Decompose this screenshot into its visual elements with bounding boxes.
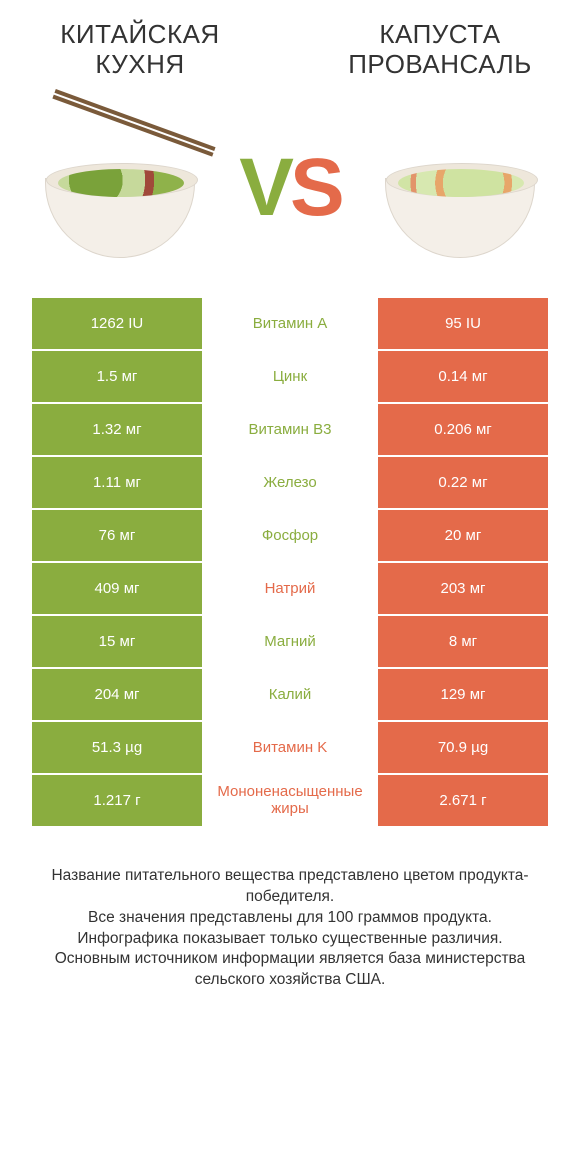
right-value: 95 IU xyxy=(378,298,548,349)
nutrient-label: Магний xyxy=(202,616,378,667)
nutrient-label: Калий xyxy=(202,669,378,720)
right-food-title: КАПУСТА ПРОВАНСАЛЬ xyxy=(330,20,550,80)
left-value: 409 мг xyxy=(32,563,202,614)
nutrient-row: 1.217 гМононенасыщенные жиры2.671 г xyxy=(32,775,548,826)
nutrient-label: Железо xyxy=(202,457,378,508)
nutrient-row: 1.11 мгЖелезо0.22 мг xyxy=(32,457,548,508)
nutrient-label: Фосфор xyxy=(202,510,378,561)
footer-line: Основным источником информации является … xyxy=(30,949,550,991)
left-value: 51.3 µg xyxy=(32,722,202,773)
right-value: 8 мг xyxy=(378,616,548,667)
nutrient-row: 204 мгКалий129 мг xyxy=(32,669,548,720)
nutrient-table: 1262 IUВитамин A95 IU1.5 мгЦинк0.14 мг1.… xyxy=(32,298,548,826)
vs-label: VS xyxy=(239,147,340,229)
nutrient-label: Витамин K xyxy=(202,722,378,773)
right-food-image xyxy=(380,108,540,268)
left-value: 1262 IU xyxy=(32,298,202,349)
right-value: 129 мг xyxy=(378,669,548,720)
nutrient-row: 1262 IUВитамин A95 IU xyxy=(32,298,548,349)
nutrient-label: Цинк xyxy=(202,351,378,402)
nutrient-label: Витамин B3 xyxy=(202,404,378,455)
nutrient-row: 76 мгФосфор20 мг xyxy=(32,510,548,561)
nutrient-row: 51.3 µgВитамин K70.9 µg xyxy=(32,722,548,773)
hero-row: VS xyxy=(0,90,580,298)
left-food-title: КИТАЙСКАЯ КУХНЯ xyxy=(30,20,250,80)
footer-notes: Название питательного вещества представл… xyxy=(30,866,550,992)
nutrient-label: Мононенасыщенные жиры xyxy=(202,775,378,826)
header: КИТАЙСКАЯ КУХНЯ КАПУСТА ПРОВАНСАЛЬ xyxy=(0,0,580,90)
left-value: 15 мг xyxy=(32,616,202,667)
nutrient-row: 1.32 мгВитамин B30.206 мг xyxy=(32,404,548,455)
left-value: 1.5 мг xyxy=(32,351,202,402)
left-value: 204 мг xyxy=(32,669,202,720)
vs-s: S xyxy=(290,142,341,233)
nutrient-row: 15 мгМагний8 мг xyxy=(32,616,548,667)
right-value: 70.9 µg xyxy=(378,722,548,773)
nutrient-row: 409 мгНатрий203 мг xyxy=(32,563,548,614)
nutrient-row: 1.5 мгЦинк0.14 мг xyxy=(32,351,548,402)
footer-line: Название питательного вещества представл… xyxy=(30,866,550,908)
right-value: 0.22 мг xyxy=(378,457,548,508)
right-value: 20 мг xyxy=(378,510,548,561)
left-value: 76 мг xyxy=(32,510,202,561)
right-value: 0.206 мг xyxy=(378,404,548,455)
left-value: 1.217 г xyxy=(32,775,202,826)
vs-v: V xyxy=(239,142,290,233)
left-value: 1.32 мг xyxy=(32,404,202,455)
right-value: 203 мг xyxy=(378,563,548,614)
nutrient-label: Витамин A xyxy=(202,298,378,349)
left-value: 1.11 мг xyxy=(32,457,202,508)
footer-line: Все значения представлены для 100 граммо… xyxy=(30,908,550,929)
left-food-image xyxy=(40,108,200,268)
nutrient-label: Натрий xyxy=(202,563,378,614)
footer-line: Инфографика показывает только существенн… xyxy=(30,929,550,950)
right-value: 2.671 г xyxy=(378,775,548,826)
right-value: 0.14 мг xyxy=(378,351,548,402)
